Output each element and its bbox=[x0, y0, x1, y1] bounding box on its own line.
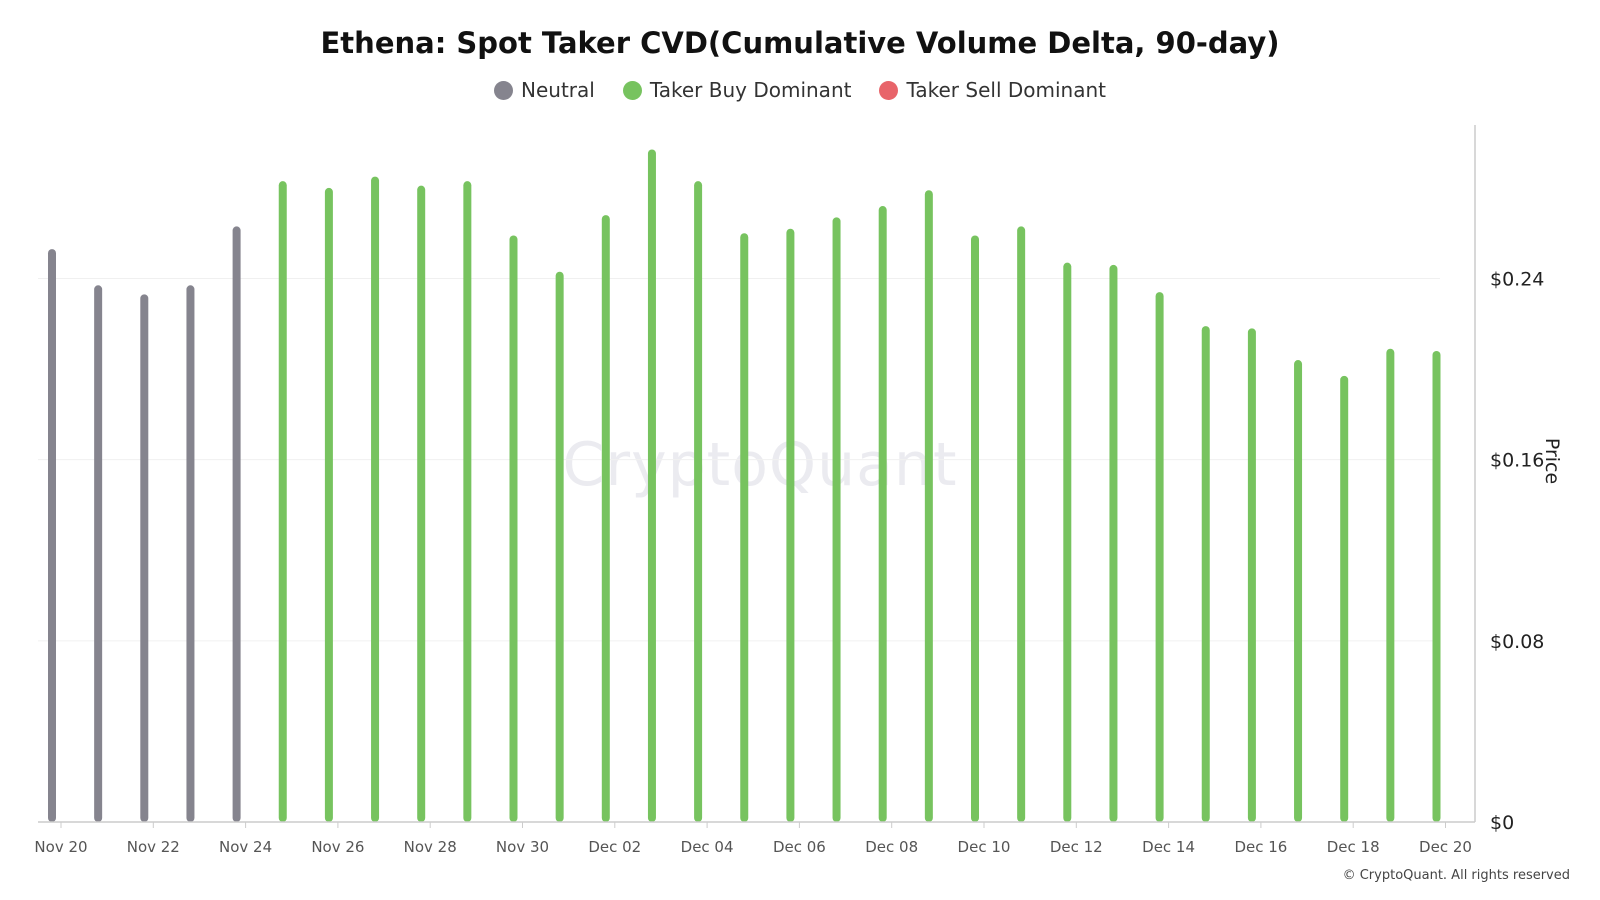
bar-nov-23[interactable] bbox=[186, 285, 195, 822]
bar-dec-19[interactable] bbox=[1386, 348, 1395, 822]
bar-dec-06[interactable] bbox=[786, 228, 795, 822]
bar-dec-15[interactable] bbox=[1201, 326, 1210, 822]
bar-dec-02[interactable] bbox=[601, 215, 610, 822]
bar-dec-13[interactable] bbox=[1109, 264, 1118, 822]
x-tick-label: Dec 20 bbox=[1419, 838, 1472, 856]
x-tick-label: Nov 22 bbox=[127, 838, 180, 856]
bar-dec-16[interactable] bbox=[1247, 328, 1256, 822]
legend-label-taker-buy: Taker Buy Dominant bbox=[649, 78, 852, 102]
bar-nov-24[interactable] bbox=[232, 226, 241, 822]
legend-dot-taker-sell-icon bbox=[879, 80, 899, 100]
legend-label-taker-sell: Taker Sell Dominant bbox=[906, 78, 1106, 102]
bar-dec-11[interactable] bbox=[1017, 226, 1026, 822]
y-tick-label: $0 bbox=[1490, 812, 1514, 834]
y-tick-label: $0.24 bbox=[1490, 269, 1544, 291]
y-axis-title: Price bbox=[1541, 438, 1563, 484]
bar-dec-17[interactable] bbox=[1294, 360, 1303, 822]
bar-dec-10[interactable] bbox=[971, 235, 979, 822]
bar-nov-30[interactable] bbox=[509, 235, 518, 822]
x-tick-label: Dec 14 bbox=[1142, 838, 1195, 856]
bar-nov-26[interactable] bbox=[324, 187, 333, 822]
legend-item-taker-buy[interactable]: Taker Buy Dominant bbox=[622, 78, 852, 102]
bar-nov-21[interactable] bbox=[94, 285, 103, 822]
legend-item-neutral[interactable]: Neutral bbox=[494, 78, 595, 102]
chart-title: Ethena: Spot Taker CVD(Cumulative Volume… bbox=[320, 26, 1280, 60]
x-tick-label: Nov 28 bbox=[404, 838, 457, 856]
legend-label-neutral: Neutral bbox=[521, 78, 595, 102]
bar-dec-08[interactable] bbox=[878, 206, 887, 822]
bar-nov-29[interactable] bbox=[463, 181, 472, 822]
x-tick-label: Dec 06 bbox=[773, 838, 826, 856]
bar-dec-01[interactable] bbox=[555, 271, 564, 822]
legend-dot-taker-buy-icon bbox=[622, 80, 642, 100]
x-tick-label: Dec 16 bbox=[1234, 838, 1287, 856]
legend-item-taker-sell[interactable]: Taker Sell Dominant bbox=[879, 78, 1106, 102]
x-tick-label: Nov 26 bbox=[311, 838, 364, 856]
bar-dec-14[interactable] bbox=[1155, 292, 1164, 822]
bar-nov-28[interactable] bbox=[417, 185, 426, 823]
y-tick-label: $0.08 bbox=[1490, 631, 1544, 653]
y-tick-label: $0.16 bbox=[1490, 450, 1544, 472]
bar-nov-27[interactable] bbox=[371, 176, 380, 822]
bar-dec-04[interactable] bbox=[694, 181, 703, 822]
bar-dec-20[interactable] bbox=[1432, 350, 1441, 822]
x-tick-label: Dec 10 bbox=[958, 838, 1011, 856]
bar-nov-25[interactable] bbox=[278, 181, 287, 822]
x-tick-label: Dec 18 bbox=[1327, 838, 1380, 856]
bar-dec-05[interactable] bbox=[740, 233, 749, 822]
legend-dot-neutral-icon bbox=[494, 80, 513, 100]
x-tick-label: Dec 04 bbox=[681, 838, 734, 856]
x-tick-label: Nov 30 bbox=[496, 838, 549, 856]
x-tick-label: Nov 20 bbox=[34, 838, 87, 856]
legend: Neutral Taker Buy Dominant Taker Sell Do… bbox=[0, 78, 1600, 102]
bar-nov-22[interactable] bbox=[140, 294, 149, 822]
bar-dec-07[interactable] bbox=[832, 217, 841, 822]
bar-dec-03[interactable] bbox=[647, 149, 656, 822]
bar-dec-12[interactable] bbox=[1063, 262, 1072, 822]
bar-dec-18[interactable] bbox=[1340, 375, 1349, 822]
copyright-notice: © CryptoQuant. All rights reserved bbox=[1342, 868, 1570, 883]
x-tick-label: Dec 02 bbox=[588, 838, 641, 856]
x-tick-label: Nov 24 bbox=[219, 838, 272, 856]
bar-dec-09[interactable] bbox=[924, 190, 933, 822]
x-tick-label: Dec 12 bbox=[1050, 838, 1103, 856]
bar-nov-20[interactable] bbox=[48, 249, 56, 823]
x-tick-label: Dec 08 bbox=[865, 838, 918, 856]
